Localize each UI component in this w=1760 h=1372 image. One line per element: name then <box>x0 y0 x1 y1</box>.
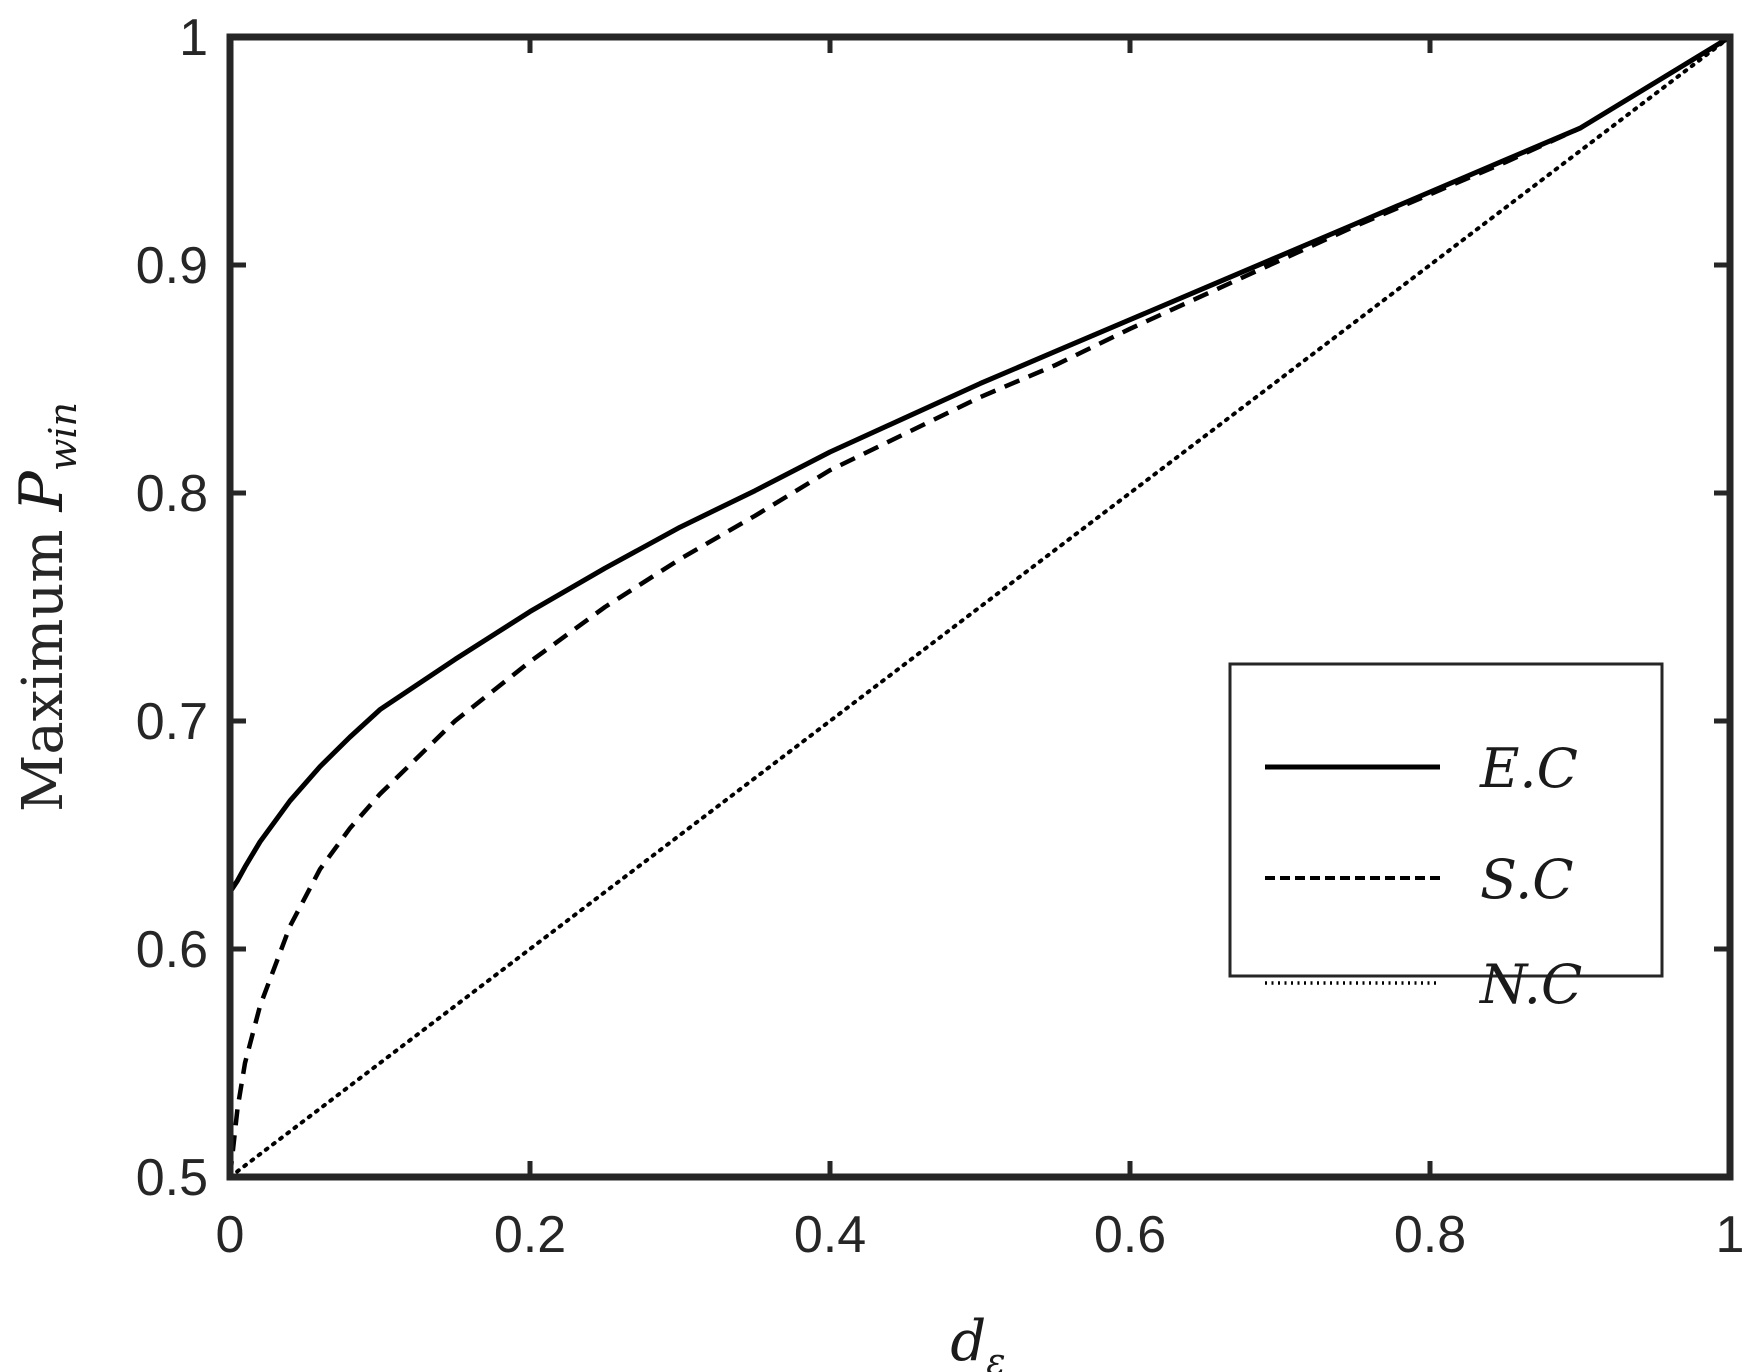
y-tick-label: 0.8 <box>136 465 208 523</box>
y-axis-label: MaximumPwin <box>7 402 85 812</box>
legend-item-nc: N.C <box>1265 953 1582 1016</box>
x-tick-label: 0.4 <box>794 1206 866 1264</box>
tick-labels: 0 0.2 0.4 0.6 0.8 1 0.5 0.6 0.7 0.8 0.9 1 <box>136 9 1745 1264</box>
legend-item-ec: E.C <box>1265 737 1578 800</box>
y-tick-label: 0.9 <box>136 237 208 295</box>
series-line-s-c <box>227 35 1732 1178</box>
y-tick-label: 1 <box>179 9 208 67</box>
y-tick-label: 0.5 <box>136 1149 208 1207</box>
legend: E.C S.C N.C <box>1228 662 1664 1016</box>
x-tick-label: 0 <box>216 1206 245 1264</box>
y-tick-label: 0.6 <box>136 921 208 979</box>
x-tick-label: 0.8 <box>1394 1206 1466 1264</box>
legend-label-sc: S.C <box>1480 848 1574 911</box>
legend-box <box>1228 662 1664 978</box>
series-layer <box>227 34 1732 1179</box>
y-tick-label: 0.7 <box>136 693 208 751</box>
x-axis-label: dε <box>950 1309 1005 1372</box>
legend-label-ec: E.C <box>1479 737 1578 800</box>
series-line-n-c <box>228 35 1732 1179</box>
legend-label-nc: N.C <box>1478 953 1582 1016</box>
plot-frame <box>226 33 1734 1181</box>
legend-item-sc: S.C <box>1265 848 1574 911</box>
x-tick-label: 0.6 <box>1094 1206 1166 1264</box>
x-tick-label: 0.2 <box>494 1206 566 1264</box>
x-tick-label: 1 <box>1716 1206 1745 1264</box>
